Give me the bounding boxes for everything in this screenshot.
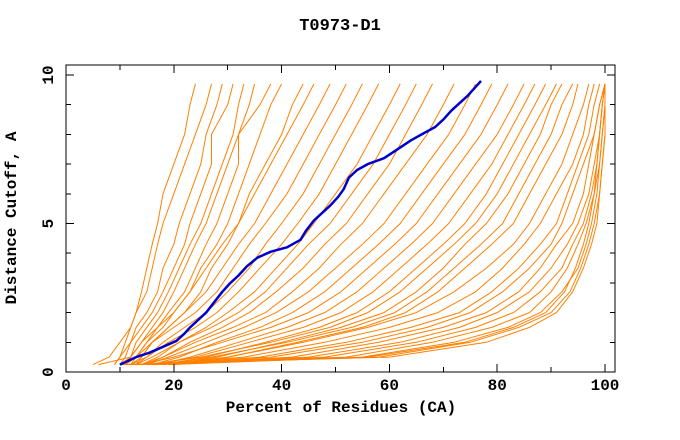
- svg-text:40: 40: [272, 377, 291, 395]
- plot-frame: [65, 64, 616, 373]
- svg-text:0: 0: [40, 367, 58, 377]
- svg-text:100: 100: [591, 377, 620, 395]
- model-curves: [92, 83, 606, 366]
- axis-ticks: [65, 65, 615, 373]
- y-tick-labels: 0 5 10: [40, 65, 58, 376]
- svg-text:5: 5: [40, 219, 58, 229]
- y-axis-label: Distance Cutoff, A: [3, 131, 21, 304]
- svg-text:0: 0: [61, 377, 71, 395]
- svg-text:80: 80: [488, 377, 507, 395]
- svg-text:20: 20: [164, 377, 183, 395]
- x-tick-labels: 0 20 40 60 80 100: [61, 377, 619, 395]
- x-axis-label: Percent of Residues (CA): [226, 399, 456, 417]
- svg-text:60: 60: [380, 377, 399, 395]
- chart-title: T0973-D1: [299, 17, 381, 36]
- svg-text:10: 10: [40, 65, 58, 84]
- highlighted-model-curve: [119, 80, 482, 366]
